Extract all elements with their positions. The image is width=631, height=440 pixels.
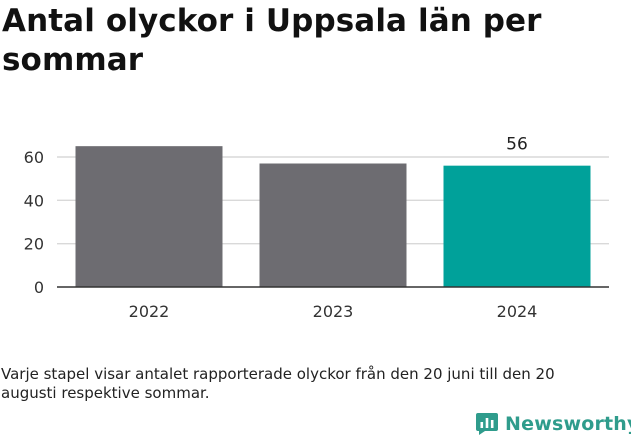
x-tick-label: 2024	[497, 302, 538, 321]
bar-chart: 0 20 40 60 2022 2023 2024 56	[24, 135, 609, 321]
y-tick-label: 60	[24, 148, 44, 167]
bar-2023	[259, 163, 407, 287]
bar-2022	[75, 146, 223, 287]
chart-title: Antal olyckor i Uppsala län per sommar	[2, 3, 542, 78]
chart-footnote: Varje stapel visar antalet rapporterade …	[1, 365, 555, 402]
newsworthy-logo[interactable]: Newsworthy	[476, 408, 631, 440]
newsworthy-logo-icon	[476, 413, 498, 435]
y-tick-label: 40	[24, 191, 44, 210]
newsworthy-logo-text: Newsworthy	[505, 413, 631, 435]
y-tick-label: 20	[24, 235, 44, 254]
x-tick-label: 2022	[129, 302, 170, 321]
x-tick-label: 2023	[313, 302, 354, 321]
data-label: 56	[506, 135, 528, 155]
y-tick-label: 0	[34, 278, 44, 297]
bar-2024	[443, 165, 591, 287]
